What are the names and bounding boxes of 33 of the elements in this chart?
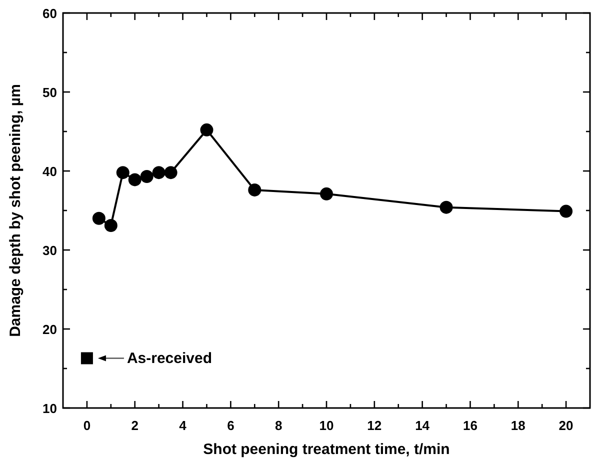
point <box>152 166 166 180</box>
x-tick-label: 2 <box>131 418 138 433</box>
x-tick-label: 10 <box>319 418 334 433</box>
x-tick-label: 4 <box>179 418 188 433</box>
y-tick-label: 50 <box>42 85 57 100</box>
x-tick-label: 12 <box>367 418 382 433</box>
y-tick-label: 40 <box>42 164 57 179</box>
x-tick-label: 14 <box>415 418 430 433</box>
point <box>164 166 178 180</box>
point <box>116 166 130 180</box>
point <box>92 212 106 225</box>
annotation: As-received <box>126 350 212 368</box>
point <box>128 173 142 186</box>
x-tick-label: 8 <box>274 418 282 433</box>
x-axis-title: Shot peening treatment time, t/min <box>203 441 450 458</box>
point <box>560 204 573 218</box>
x-tick-label: 18 <box>510 418 526 433</box>
point <box>320 187 333 200</box>
x-tick-label: 20 <box>558 418 574 433</box>
point <box>200 123 214 136</box>
y-tick-label: 60 <box>42 6 57 21</box>
point <box>140 170 154 184</box>
x-tick-label: 0 <box>83 418 91 433</box>
x-tick-label: 16 <box>462 418 478 433</box>
y-tick-label: 10 <box>42 401 57 416</box>
y-tick-label: 30 <box>42 243 57 258</box>
y-tick-label: 20 <box>42 322 57 337</box>
point <box>440 200 453 214</box>
point <box>80 352 93 364</box>
point <box>104 219 118 232</box>
point <box>248 183 262 196</box>
y-axis-title: Damage depth by shot peening, µm <box>7 84 24 337</box>
x-tick-label: 6 <box>227 418 234 433</box>
